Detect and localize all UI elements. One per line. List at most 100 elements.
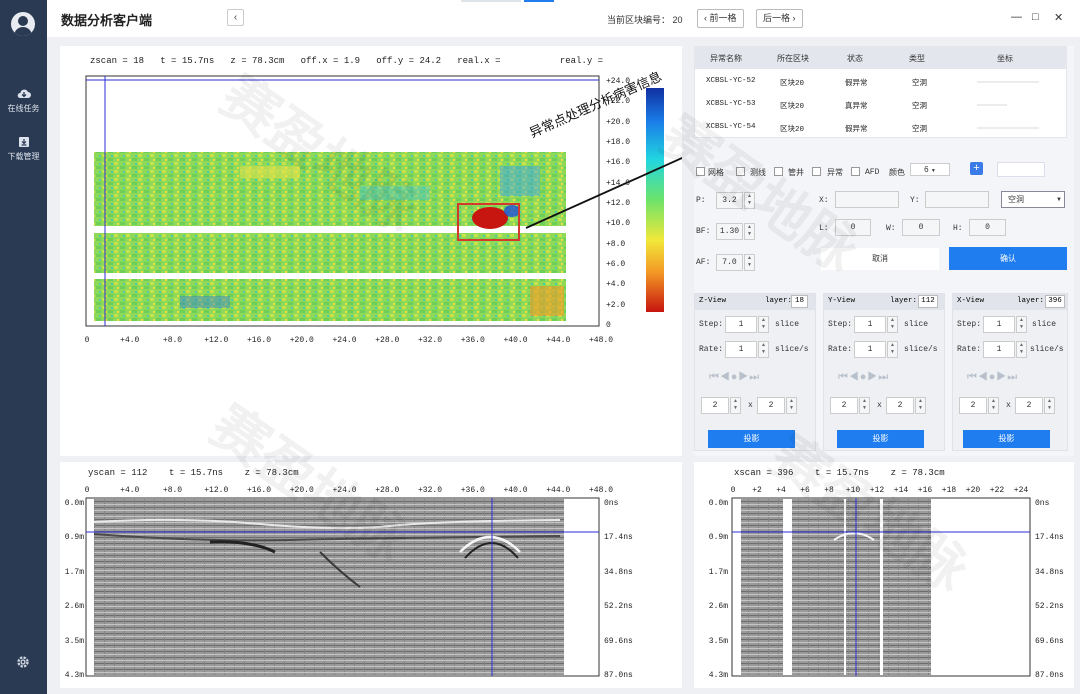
- table-row[interactable]: XCBSL-YC-53 区块20 真异常 空洞: [695, 94, 1066, 117]
- add-color-button[interactable]: +: [970, 162, 983, 175]
- z-layer-input[interactable]: 18: [791, 295, 808, 308]
- x-view-canvas[interactable]: [694, 462, 1074, 688]
- color-swatch[interactable]: [997, 162, 1045, 177]
- x-grid-b-stepper[interactable]: ▲ ▼: [1044, 397, 1055, 414]
- x-rate-input[interactable]: 1: [983, 341, 1015, 358]
- axis-tick-label: +20.0: [289, 486, 314, 495]
- y-grid-a-input[interactable]: 2: [830, 397, 858, 414]
- y-project-button[interactable]: 投影: [837, 430, 924, 448]
- axis-tick-label: 1.7m: [64, 567, 84, 577]
- confirm-button[interactable]: 确认: [949, 247, 1067, 270]
- y-rate-stepper[interactable]: ▲ ▼: [887, 341, 898, 358]
- y-view-readout: yscan = 112 t = 15.7ns z = 78.3cm: [88, 468, 299, 478]
- z-grid-b-stepper[interactable]: ▲ ▼: [786, 397, 797, 414]
- y-view-canvas[interactable]: [60, 462, 682, 688]
- avatar[interactable]: [11, 12, 35, 36]
- af-stepper[interactable]: ▲ ▼: [744, 254, 755, 271]
- rewind-icon: ◀: [719, 371, 731, 383]
- y-grid-a-stepper[interactable]: ▲ ▼: [859, 397, 870, 414]
- axis-tick-label: 2.6m: [64, 602, 84, 612]
- sidebar-item-label: 在线任务: [7, 104, 40, 113]
- color-select[interactable]: 6 ▼: [910, 163, 950, 176]
- z-project-button[interactable]: 投影: [708, 430, 795, 448]
- axis-tick-label: +4: [776, 486, 786, 495]
- y-view-controls: Y-View layer: 112 Step: 1 ▲ ▼ slice Rate:…: [823, 293, 945, 451]
- z-rate-stepper[interactable]: ▲ ▼: [758, 341, 769, 358]
- manhole-checkbox[interactable]: [774, 167, 783, 176]
- cancel-button[interactable]: 取消: [821, 248, 939, 270]
- sidebar-item-download-management[interactable]: 下载管理: [0, 136, 47, 162]
- axis-tick-label: +20.0: [289, 336, 314, 345]
- x-grid-b-input[interactable]: 2: [1015, 397, 1043, 414]
- tab-indicator: [461, 0, 521, 2]
- y-grid-b-input[interactable]: 2: [886, 397, 914, 414]
- playback-controls[interactable]: ⏮◀●▶⏭: [967, 371, 1018, 384]
- y-rate-input[interactable]: 1: [854, 341, 886, 358]
- maximize-icon[interactable]: □: [1032, 11, 1039, 23]
- y-coordinate-input[interactable]: [925, 191, 989, 208]
- minimize-icon[interactable]: —: [1011, 11, 1022, 23]
- x-step-input[interactable]: 1: [983, 316, 1015, 333]
- top-bar: 数据分析客户端 ‹ 当前区块编号： 20 ‹ 前一格 后一格 › — □ ✕: [47, 0, 1080, 37]
- playback-controls[interactable]: ⏮◀●▶⏭: [838, 371, 889, 384]
- grid-checkbox[interactable]: [696, 167, 705, 176]
- l-input[interactable]: 0: [835, 219, 871, 236]
- axis-tick-label: 0.0m: [64, 499, 84, 508]
- axis-tick-label: +18: [941, 486, 957, 495]
- survey-line-checkbox[interactable]: [736, 167, 745, 176]
- control-panel: 异常名称 所在区块 状态 类型 坐标 XCBSL-YC-52 区块20 假异常 …: [694, 46, 1074, 456]
- gear-icon[interactable]: [16, 655, 30, 669]
- h-input[interactable]: 0: [969, 219, 1006, 236]
- z-step-stepper[interactable]: ▲ ▼: [758, 316, 769, 333]
- p-input[interactable]: 3.2: [716, 192, 743, 209]
- w-input[interactable]: 0: [902, 219, 940, 236]
- anomaly-checkbox[interactable]: [812, 167, 821, 176]
- y-layer-input[interactable]: 112: [918, 295, 938, 308]
- radargram: [94, 499, 564, 675]
- axis-tick-label: +14.0: [606, 178, 631, 188]
- z-grid-a-stepper[interactable]: ▲ ▼: [730, 397, 741, 414]
- z-rate-input[interactable]: 1: [725, 341, 757, 358]
- z-view-readout: zscan = 18 t = 15.7ns z = 78.3cm off.x =…: [90, 56, 604, 66]
- close-icon[interactable]: ✕: [1054, 12, 1064, 24]
- y-step-stepper[interactable]: ▲ ▼: [887, 316, 898, 333]
- axis-tick-label: 0.9m: [64, 533, 84, 543]
- x-project-button[interactable]: 投影: [963, 430, 1050, 448]
- table-row[interactable]: XCBSL-YC-52 区块20 假异常 空洞: [695, 71, 1066, 94]
- type-select[interactable]: 空洞 ▼: [1001, 191, 1065, 208]
- z-view-canvas[interactable]: [60, 46, 682, 456]
- z-grid-a-input[interactable]: 2: [701, 397, 729, 414]
- next-block-button[interactable]: 后一格 ›: [756, 9, 803, 28]
- af-input[interactable]: 7.0: [716, 254, 743, 271]
- x-rate-stepper[interactable]: ▲ ▼: [1016, 341, 1027, 358]
- x-layer-input[interactable]: 396: [1045, 295, 1065, 308]
- axis-tick-label: +32.0: [418, 336, 443, 345]
- back-button[interactable]: ‹: [227, 9, 244, 26]
- p-stepper[interactable]: ▲ ▼: [744, 192, 755, 209]
- y-grid-b-stepper[interactable]: ▲ ▼: [915, 397, 926, 414]
- z-step-input[interactable]: 1: [725, 316, 757, 333]
- x-step-stepper[interactable]: ▲ ▼: [1016, 316, 1027, 333]
- axis-tick-label: +4.0: [120, 336, 140, 345]
- x-coordinate-input[interactable]: [835, 191, 899, 208]
- z-grid-b-input[interactable]: 2: [757, 397, 785, 414]
- axis-tick-label: +8.0: [606, 239, 626, 249]
- table-row[interactable]: XCBSL-YC-54 区块20 假异常 空洞: [695, 117, 1066, 140]
- axis-tick-label: 17.4ns: [1035, 533, 1064, 543]
- sidebar-item-online-tasks[interactable]: 在线任务: [0, 88, 47, 114]
- x-grid-a-input[interactable]: 2: [959, 397, 987, 414]
- axis-tick-label: +48.0: [589, 486, 614, 495]
- axis-tick-label: 0.0m: [708, 499, 728, 508]
- prev-block-button[interactable]: ‹ 前一格: [697, 9, 744, 28]
- chevron-down-icon: ▼: [930, 168, 936, 174]
- afd-checkbox[interactable]: [851, 167, 860, 176]
- axis-tick-label: 0: [84, 336, 90, 345]
- bf-input[interactable]: 1.30: [716, 223, 743, 240]
- bf-stepper[interactable]: ▲ ▼: [744, 223, 755, 240]
- y-step-input[interactable]: 1: [854, 316, 886, 333]
- radargram-strip-3: [846, 499, 880, 675]
- axis-tick-label: 69.6ns: [604, 636, 633, 646]
- playback-controls[interactable]: ⏮◀●▶⏭: [709, 371, 760, 384]
- axis-tick-label: +16.0: [247, 486, 272, 495]
- x-grid-a-stepper[interactable]: ▲ ▼: [988, 397, 999, 414]
